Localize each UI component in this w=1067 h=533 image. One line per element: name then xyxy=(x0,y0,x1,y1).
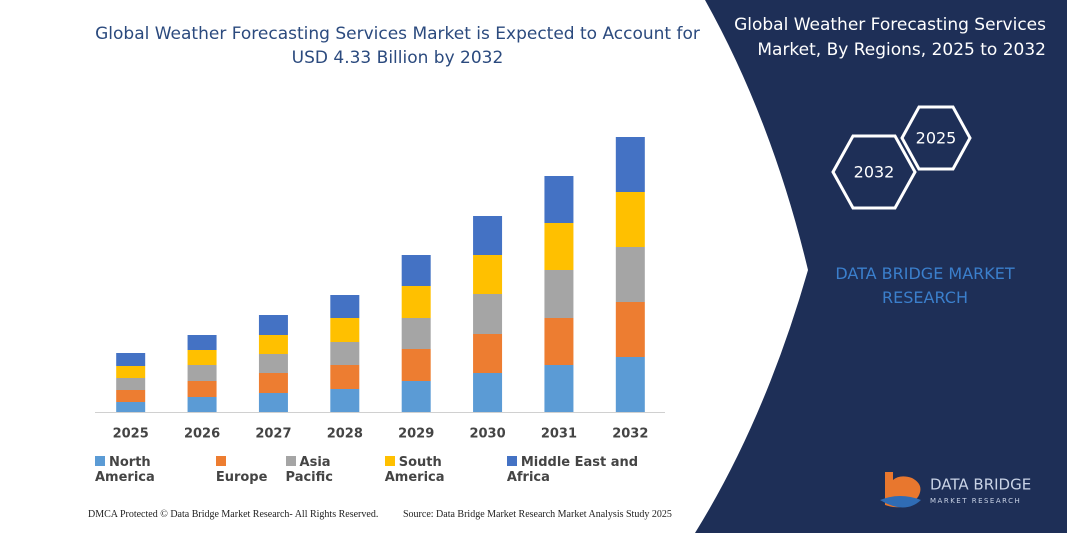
x-tick-label: 2027 xyxy=(255,427,291,442)
bar-segment xyxy=(330,365,360,389)
legend-item: Europe xyxy=(215,455,278,485)
logo-mark xyxy=(880,496,921,508)
bar-segment xyxy=(544,223,574,270)
bar-segment xyxy=(401,286,431,318)
bar-segment xyxy=(187,335,217,350)
bar-segment xyxy=(258,315,288,335)
bar-segment xyxy=(473,255,503,294)
bar-segment xyxy=(116,366,146,378)
legend-item: North America xyxy=(95,455,208,485)
bar-segment xyxy=(544,365,574,412)
bar-segment xyxy=(116,353,146,366)
legend-item: Asia Pacific xyxy=(285,455,377,485)
bar-segment xyxy=(473,334,503,373)
bar-segment xyxy=(544,176,574,223)
x-tick-label: 2026 xyxy=(184,427,220,442)
footer-source: Source: Data Bridge Market Research Mark… xyxy=(403,509,672,520)
legend-swatch xyxy=(506,456,517,466)
bar-segment xyxy=(258,393,288,412)
bar-segment xyxy=(544,270,574,318)
bar-segment xyxy=(258,373,288,393)
brand: DATA BRIDGE MARKET RESEARCH xyxy=(835,264,1015,307)
bar-segment xyxy=(187,350,217,365)
bar-segment xyxy=(258,335,288,354)
x-tick-label: 2025 xyxy=(113,427,149,442)
hexagon-label: 2032 xyxy=(854,163,895,182)
bar-segment xyxy=(116,378,146,390)
bar-segment xyxy=(187,381,217,397)
bar-segment xyxy=(544,318,574,365)
logo-name: DATA BRIDGE xyxy=(930,476,1031,494)
bar-segment xyxy=(401,349,431,381)
legend-item: South America xyxy=(384,455,499,485)
hexagon xyxy=(831,134,917,210)
side-panel xyxy=(695,0,1067,533)
bar-segment xyxy=(401,255,431,286)
x-tick-label: 2032 xyxy=(612,427,648,442)
bar-segment xyxy=(615,357,645,412)
legend-swatch xyxy=(285,456,296,466)
bar-segment xyxy=(258,354,288,373)
legend-label: Middle East and Africa xyxy=(506,455,639,485)
hexagon-label: 2025 xyxy=(916,129,957,148)
x-tick-label: 2031 xyxy=(541,427,577,442)
bar-segment xyxy=(187,365,217,381)
bar-segment xyxy=(187,397,217,412)
legend-label: Asia Pacific xyxy=(285,455,333,485)
legend-label: Europe xyxy=(215,470,268,485)
panel-title: Global Weather Forecasting Services Mark… xyxy=(734,15,1046,60)
bar-segment xyxy=(401,381,431,412)
legend-swatch xyxy=(384,456,395,466)
x-tick-label: 2030 xyxy=(469,427,505,442)
bar-segment xyxy=(473,216,503,255)
bar-segment xyxy=(330,389,360,412)
chart-title: Global Weather Forecasting Services Mark… xyxy=(95,24,700,68)
bar-segment xyxy=(473,373,503,412)
bar-segment xyxy=(615,247,645,302)
bar-segment xyxy=(401,318,431,349)
hexagon xyxy=(900,105,972,171)
bar-segment xyxy=(330,318,360,342)
footer-dmca: DMCA Protected © Data Bridge Market Rese… xyxy=(88,509,379,520)
legend-item: Middle East and Africa xyxy=(506,455,675,485)
legend-swatch xyxy=(215,456,226,466)
bar-segment xyxy=(330,295,360,318)
bar-segment xyxy=(615,137,645,192)
x-tick-label: 2029 xyxy=(398,427,434,442)
legend-label: South America xyxy=(384,455,445,485)
bar-segment xyxy=(473,294,503,334)
legend-swatch xyxy=(95,456,105,466)
bar-segment xyxy=(330,342,360,365)
logo-tagline: MARKET RESEARCH xyxy=(930,497,1021,505)
bar-segment xyxy=(116,390,146,402)
x-tick-label: 2028 xyxy=(327,427,363,442)
bar-segment xyxy=(615,302,645,357)
bar-segment xyxy=(615,192,645,247)
legend: North America Europe Asia Pacific South Ame… xyxy=(95,455,675,485)
bar-segment xyxy=(116,402,146,412)
legend-label: North America xyxy=(95,455,155,485)
